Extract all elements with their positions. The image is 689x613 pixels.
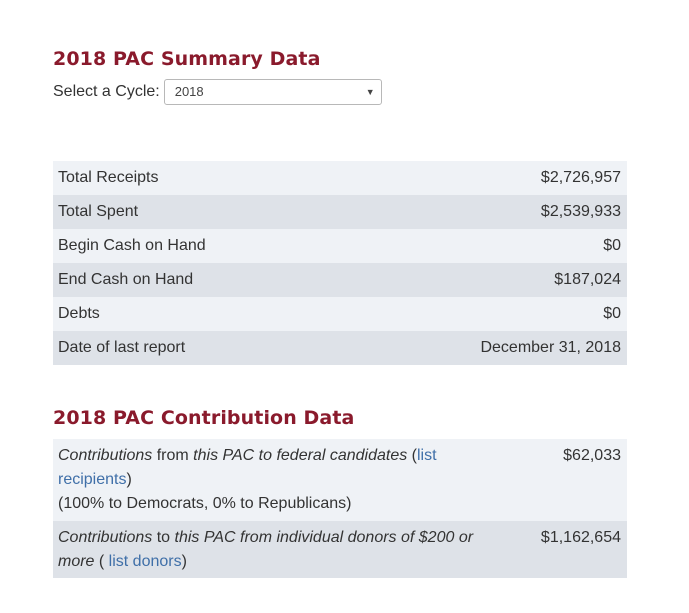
list-recipients-link[interactable]: list recipients	[58, 447, 437, 488]
cycle-selector-row: Select a Cycle: 2018 ▼	[53, 78, 382, 106]
summary-title: 2018 PAC Summary Data	[53, 48, 321, 70]
contribution-connector: from	[152, 447, 194, 464]
contribution-amount: $62,033	[563, 447, 621, 464]
contribution-term: Contributions	[58, 447, 153, 464]
close-paren: )	[181, 553, 187, 570]
open-paren: (	[94, 553, 109, 570]
summary-row-total-receipts: Total Receipts $2,726,957	[53, 161, 627, 195]
cycle-label: Select a Cycle:	[53, 83, 160, 100]
summary-row-value: $0	[603, 305, 621, 322]
contribution-title: 2018 PAC Contribution Data	[53, 407, 355, 429]
cycle-selected-value: 2018	[174, 84, 204, 99]
close-paren: )	[126, 471, 132, 488]
summary-row-label: Total Spent	[58, 203, 139, 220]
summary-row-label: Debts	[58, 305, 100, 322]
contribution-target: this PAC from individual donors of $200 …	[58, 529, 474, 570]
summary-row-last-report: Date of last report December 31, 2018	[53, 331, 627, 365]
summary-table: Total Receipts $2,726,957 Total Spent $2…	[53, 161, 627, 365]
summary-row-value: $2,539,933	[540, 203, 621, 220]
list-donors-link[interactable]: list donors	[108, 553, 182, 570]
contribution-description: Contributions from this PAC to federal c…	[58, 444, 498, 516]
summary-row-value: $0	[603, 237, 621, 254]
open-paren: (	[407, 447, 417, 464]
summary-row-value: $187,024	[554, 271, 621, 288]
summary-row-label: End Cash on Hand	[58, 271, 194, 288]
contribution-term: Contributions	[58, 529, 153, 546]
contribution-connector: to	[152, 529, 175, 546]
contribution-target: this PAC to federal candidates	[193, 447, 408, 464]
cycle-select[interactable]: 2018 ▼	[163, 79, 382, 105]
summary-row-label: Date of last report	[58, 339, 186, 356]
party-split: (100% to Democrats, 0% to Republicans)	[58, 495, 352, 512]
contribution-table: Contributions from this PAC to federal c…	[53, 439, 627, 578]
summary-row-value: December 31, 2018	[480, 339, 621, 356]
summary-row-total-spent: Total Spent $2,539,933	[53, 195, 627, 229]
summary-row-label: Begin Cash on Hand	[58, 237, 206, 254]
summary-row-value: $2,726,957	[540, 169, 621, 186]
chevron-down-icon: ▼	[365, 87, 375, 97]
contribution-amount: $1,162,654	[540, 529, 621, 546]
contribution-row-to-candidates: Contributions from this PAC to federal c…	[53, 439, 627, 521]
summary-row-label: Total Receipts	[58, 169, 159, 186]
summary-row-begin-cash: Begin Cash on Hand $0	[53, 229, 627, 263]
contribution-description: Contributions to this PAC from individua…	[58, 526, 498, 573]
summary-row-debts: Debts $0	[53, 297, 627, 331]
contribution-row-from-donors: Contributions to this PAC from individua…	[53, 521, 627, 578]
summary-row-end-cash: End Cash on Hand $187,024	[53, 263, 627, 297]
